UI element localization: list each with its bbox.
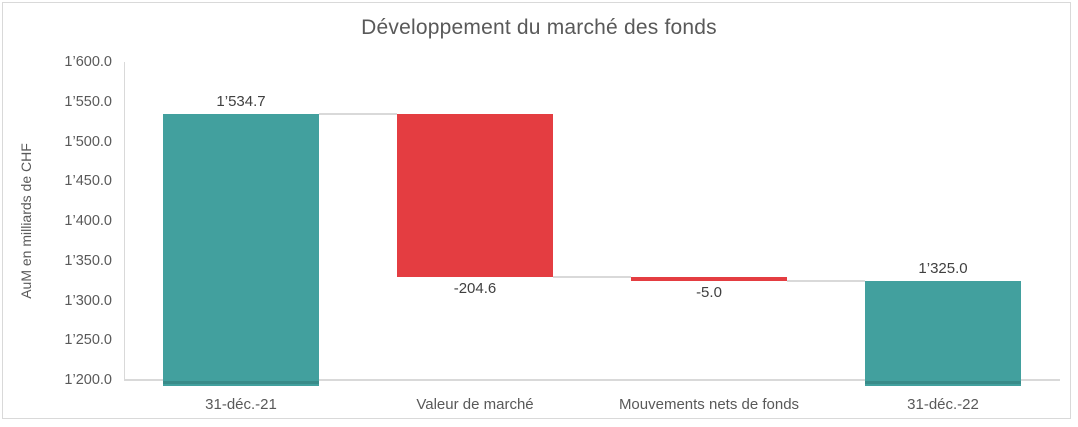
- y-tick-label: 1’500.0: [64, 133, 112, 150]
- connector-line: [787, 280, 865, 282]
- y-tick-label: 1’300.0: [64, 292, 112, 309]
- x-axis-line: [124, 379, 1060, 381]
- x-axis-label: 31-déc.-21: [205, 396, 277, 413]
- data-label: 1’325.0: [918, 260, 968, 277]
- data-label: -5.0: [696, 284, 722, 301]
- y-tick-label: 1’600.0: [64, 54, 112, 70]
- waterfall-bar-total: [163, 114, 319, 386]
- connector-line: [319, 113, 397, 115]
- y-tick-label: 1’250.0: [64, 332, 112, 349]
- chart-title: Développement du marché des fonds: [361, 16, 717, 39]
- y-tick-label: 1’450.0: [64, 173, 112, 190]
- y-axis-line: [124, 62, 125, 380]
- connector-line: [553, 276, 631, 278]
- waterfall-bar-delta: [631, 277, 787, 281]
- x-axis-label: 31-déc.-22: [907, 396, 979, 413]
- waterfall-bar-delta: [397, 114, 553, 277]
- y-tick-label: 1’550.0: [64, 93, 112, 110]
- y-tick-label: 1’400.0: [64, 213, 112, 229]
- x-axis-label: Valeur de marché: [416, 396, 534, 413]
- y-tick-label: 1’200.0: [64, 372, 112, 388]
- y-tick-label: 1’350.0: [64, 252, 112, 269]
- data-label: -204.6: [453, 280, 497, 297]
- waterfall-bar-total: [865, 281, 1021, 386]
- x-axis-label: Mouvements nets de fonds: [618, 396, 800, 413]
- data-label: 1’534.7: [216, 93, 266, 110]
